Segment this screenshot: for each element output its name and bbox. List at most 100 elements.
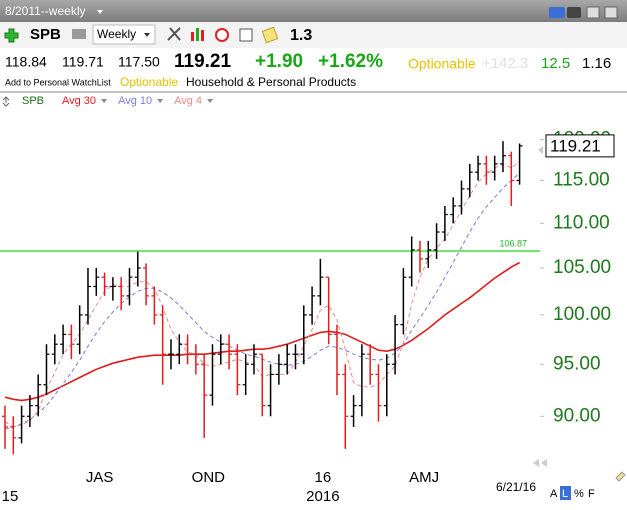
price-bar — [408, 236, 415, 287]
price-bar — [350, 395, 357, 428]
price-bar — [292, 344, 299, 370]
y-tick-label: 110.00 — [553, 212, 610, 233]
price-bar — [275, 354, 282, 385]
price-bar — [18, 405, 25, 444]
price-bar — [51, 334, 58, 365]
legend: SPB Avg 30 Avg 10 Avg 4 — [2, 95, 214, 107]
price-bar — [217, 334, 224, 365]
button[interactable]: F — [588, 488, 595, 500]
button[interactable]: L — [562, 488, 568, 500]
legend-arrow — [207, 99, 214, 103]
value1: 12.5 — [541, 55, 570, 72]
price-bar — [184, 334, 191, 365]
price-bar — [143, 263, 150, 306]
period[interactable]: Weekly — [97, 27, 136, 41]
ratio: 1.3 — [290, 27, 312, 44]
price-bar — [126, 267, 133, 306]
price-bar — [101, 272, 108, 296]
value2: 1.16 — [582, 55, 611, 72]
price-bar — [60, 324, 67, 355]
grid-icon[interactable] — [239, 28, 253, 42]
legend-arrow — [157, 99, 164, 103]
price-bar — [250, 344, 257, 375]
price-bar — [134, 251, 141, 287]
price-bar — [466, 163, 473, 198]
price-bar — [400, 267, 407, 335]
price-bar — [76, 305, 83, 355]
dropdown-arrow[interactable] — [144, 33, 150, 37]
timeframe[interactable]: 8/2011--weekly — [5, 4, 85, 18]
price-bar — [176, 334, 183, 365]
x-tick-label: 16 — [315, 469, 332, 486]
price-bar — [93, 267, 100, 296]
price-marker — [538, 146, 543, 154]
note-icon[interactable] — [261, 26, 279, 44]
last: 119.21 — [174, 51, 231, 72]
open: 118.84 — [5, 54, 47, 70]
watchlist-link[interactable]: Add to Personal WatchList — [5, 77, 111, 87]
add-icon[interactable] — [4, 28, 19, 43]
y-tick-label: 95.00 — [553, 353, 601, 374]
legend-entry[interactable]: Avg 4 — [174, 95, 202, 107]
alarm-icon[interactable] — [215, 28, 229, 42]
price-bar — [300, 305, 307, 365]
icon[interactable] — [586, 6, 600, 19]
legend-entry[interactable]: Avg 10 — [118, 95, 152, 107]
price-bar — [441, 205, 448, 241]
price-bar — [242, 354, 249, 396]
price-bar — [234, 344, 241, 396]
legend-arrow — [101, 99, 108, 103]
tools-icon[interactable] — [167, 27, 181, 41]
high: 119.71 — [62, 54, 104, 70]
price-bar — [516, 143, 523, 185]
price-bar — [333, 324, 340, 396]
pencil-icon[interactable] — [615, 471, 626, 482]
optionable: Optionable — [408, 56, 476, 72]
price-bar — [284, 344, 291, 375]
optionable: Optionable — [120, 75, 178, 89]
title-bar — [0, 0, 627, 22]
dropdown-arrow[interactable] — [97, 10, 103, 14]
price-bar — [259, 353, 266, 417]
industry: Household & Personal Products — [186, 75, 356, 89]
x-tick-label: JAS — [86, 469, 114, 486]
symbol[interactable]: SPB — [30, 26, 61, 43]
price-bar — [483, 155, 490, 185]
icon[interactable] — [549, 7, 565, 18]
price-bar — [226, 334, 233, 370]
price-bar — [1, 405, 8, 449]
y-tick-label: 90.00 — [553, 405, 601, 426]
button-bg — [560, 486, 571, 500]
legend-symbol[interactable]: SPB — [22, 95, 44, 107]
reference-label: 106.87 — [499, 238, 527, 248]
price-bar — [267, 364, 274, 417]
price-bar — [84, 267, 91, 325]
button[interactable]: % — [574, 488, 584, 500]
price-bar — [68, 324, 75, 360]
price-bar — [26, 395, 33, 428]
price-box-label: 119.21 — [550, 136, 601, 155]
icon[interactable] — [567, 7, 581, 18]
legend-entry[interactable]: Avg 30 — [62, 95, 96, 107]
price-bar — [159, 305, 166, 385]
price-bar — [367, 344, 374, 385]
price-bar — [209, 344, 216, 406]
price-bar — [416, 240, 423, 273]
button[interactable]: A — [550, 488, 558, 500]
price-bar — [151, 286, 158, 325]
x-year-label: 2016 — [306, 488, 339, 505]
price-bar — [35, 374, 42, 417]
price-bar — [309, 286, 316, 325]
scroll-marker[interactable] — [533, 459, 547, 467]
price-bar — [167, 339, 174, 370]
icon[interactable] — [604, 6, 618, 19]
print-icon[interactable] — [72, 29, 86, 39]
price-bar — [425, 240, 432, 268]
price-bar — [433, 223, 440, 259]
period-select[interactable] — [92, 24, 156, 45]
price-bar — [458, 180, 465, 215]
y-tick-label: 105.00 — [553, 257, 611, 278]
price-bar — [118, 277, 125, 311]
last-date: 6/21/16 — [496, 480, 536, 494]
